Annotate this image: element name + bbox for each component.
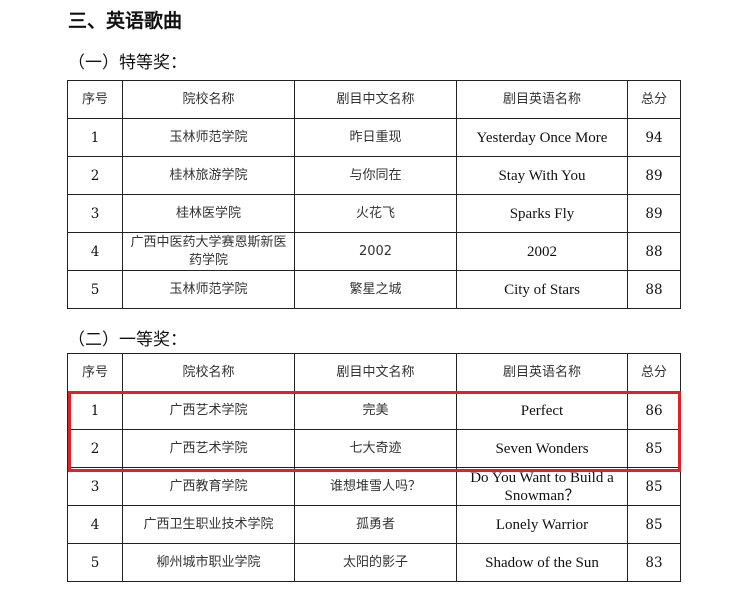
column-header: 剧目英语名称 [456, 80, 628, 119]
school-cell: 广西艺术学院 [122, 391, 295, 430]
table-row: 1 玉林师范学院 昨日重现 Yesterday Once More 94 [67, 118, 681, 157]
score-cell: 89 [627, 156, 681, 195]
column-header: 序号 [67, 353, 123, 392]
chinese-title-cell: 孤勇者 [294, 505, 457, 544]
column-header: 剧目英语名称 [456, 353, 628, 392]
school-cell: 玉林师范学院 [122, 118, 295, 157]
chinese-title-cell: 与你同在 [294, 156, 457, 195]
chinese-title-cell: 2002 [294, 232, 457, 271]
score-cell: 83 [627, 543, 681, 582]
column-header: 剧目中文名称 [294, 80, 457, 119]
english-title-cell: City of Stars [456, 270, 628, 309]
highlight-box [68, 391, 681, 472]
english-title-cell: Yesterday Once More [456, 118, 628, 157]
school-cell: 玉林师范学院 [122, 270, 295, 309]
rank-cell: 1 [67, 118, 123, 157]
rank-cell: 3 [67, 467, 123, 506]
score-cell: 85 [627, 429, 681, 468]
english-title-cell: Stay With You [456, 156, 628, 195]
score-cell: 88 [627, 232, 681, 271]
group-title-first: （二）一等奖： [68, 330, 187, 350]
school-cell: 柳州城市职业学院 [122, 543, 295, 582]
score-cell: 85 [627, 505, 681, 544]
column-header: 总分 [627, 353, 681, 392]
column-header: 剧目中文名称 [294, 353, 457, 392]
english-title-cell: Do You Want to Build a Snowman？ [456, 467, 628, 506]
school-cell: 桂林旅游学院 [122, 156, 295, 195]
table-row: 3 桂林医学院 火花飞 Sparks Fly 89 [67, 194, 681, 233]
school-cell: 桂林医学院 [122, 194, 295, 233]
english-title-cell: Sparks Fly [456, 194, 628, 233]
table-row: 3 广西教育学院 谁想堆雪人吗？ Do You Want to Build a Sno… [67, 467, 681, 506]
rank-cell: 2 [67, 156, 123, 195]
column-header: 院校名称 [122, 353, 295, 392]
table-row: 5 玉林师范学院 繁星之城 City of Stars 88 [67, 270, 681, 309]
column-header: 序号 [67, 80, 123, 119]
rank-cell: 4 [67, 505, 123, 544]
english-title-cell: 2002 [456, 232, 628, 271]
chinese-title-cell: 太阳的影子 [294, 543, 457, 582]
english-title-cell: Seven Wonders [456, 429, 628, 468]
special-prize-table: 序号 院校名称 剧目中文名称 剧目英语名称 总分 1 玉林师范学院 昨日重现 Yesterday… [67, 80, 681, 309]
english-title-cell: Lonely Warrior [456, 505, 628, 544]
table-row: 4 广西卫生职业技术学院 孤勇者 Lonely Warrior 85 [67, 505, 681, 544]
group-title-special: （一）特等奖： [68, 53, 187, 73]
table-row: 2 桂林旅游学院 与你同在 Stay With You 89 [67, 156, 681, 195]
column-header: 总分 [627, 80, 681, 119]
rank-cell: 5 [67, 543, 123, 582]
rank-cell: 5 [67, 270, 123, 309]
score-cell: 88 [627, 270, 681, 309]
score-cell: 89 [627, 194, 681, 233]
header-row: 序号 院校名称 剧目中文名称 剧目英语名称 总分 [67, 80, 681, 119]
score-cell: 85 [627, 467, 681, 506]
english-title-cell: Shadow of the Sun [456, 543, 628, 582]
table-row: 5 柳州城市职业学院 太阳的影子 Shadow of the Sun 83 [67, 543, 681, 582]
chinese-title-cell: 火花飞 [294, 194, 457, 233]
first-prize-table: 序号 院校名称 剧目中文名称 剧目英语名称 总分 1 广西艺术学院 完美 Perfect 86 2 广… [67, 353, 681, 582]
column-header: 院校名称 [122, 80, 295, 119]
table-row: 4 广西中医药大学赛恩斯新医药学院 2002 2002 88 [67, 232, 681, 271]
header-row: 序号 院校名称 剧目中文名称 剧目英语名称 总分 [67, 353, 681, 392]
school-cell: 广西卫生职业技术学院 [122, 505, 295, 544]
school-cell: 广西教育学院 [122, 467, 295, 506]
chinese-title-cell: 繁星之城 [294, 270, 457, 309]
chinese-title-cell: 谁想堆雪人吗？ [294, 467, 457, 506]
school-cell: 广西中医药大学赛恩斯新医药学院 [122, 232, 295, 271]
rank-cell: 4 [67, 232, 123, 271]
chinese-title-cell: 昨日重现 [294, 118, 457, 157]
score-cell: 94 [627, 118, 681, 157]
rank-cell: 3 [67, 194, 123, 233]
section-title: 三、英语歌曲 [68, 10, 183, 32]
